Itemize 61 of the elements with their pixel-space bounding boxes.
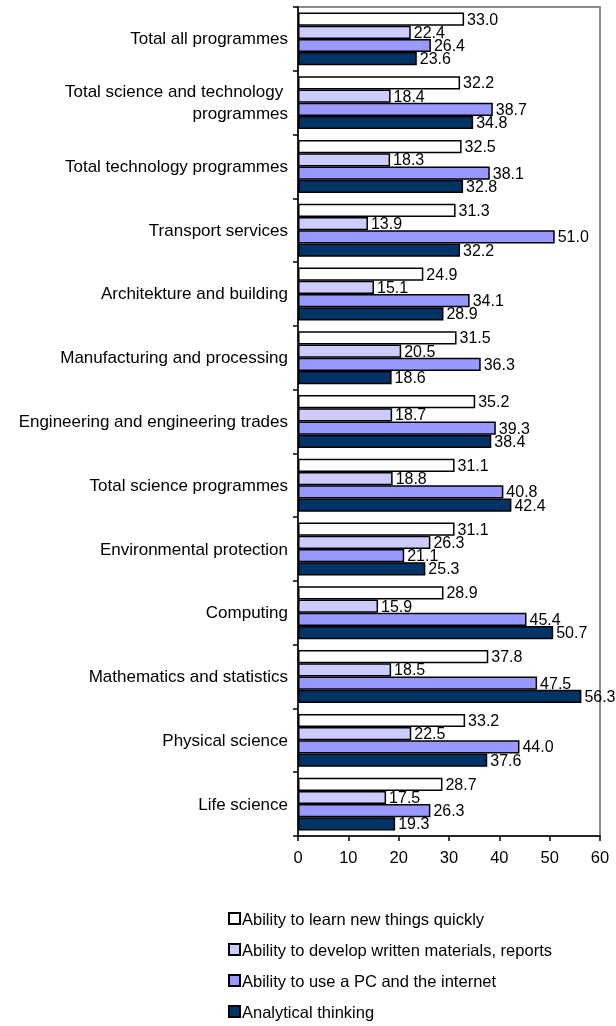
- x-tick-label: 20: [389, 847, 408, 866]
- x-tick-label: 0: [293, 847, 303, 866]
- x-tick-label: 60: [590, 847, 610, 866]
- data-label: 32.2: [463, 74, 495, 92]
- y-tick-label: Total science programmes: [89, 475, 288, 495]
- y-tick-label: Manufacturing and processing: [60, 348, 288, 368]
- data-label: 28.9: [446, 305, 478, 323]
- data-label: 31.5: [459, 329, 491, 347]
- data-label: 47.5: [540, 674, 572, 692]
- y-tick-label: Total science and technology programmes: [64, 82, 288, 124]
- data-label: 34.8: [476, 114, 508, 131]
- y-tick-label: Life science: [198, 794, 288, 814]
- legend-label: Ability to use a PC and the internet: [242, 971, 497, 990]
- data-label: 51.0: [557, 228, 589, 246]
- data-label: 31.3: [458, 201, 490, 219]
- data-label: 13.9: [370, 215, 403, 233]
- data-label: 28.7: [445, 775, 477, 793]
- data-label: 44.0: [522, 738, 554, 756]
- data-label: 17.5: [389, 789, 421, 806]
- data-label: 37.8: [491, 648, 523, 666]
- y-tick-label: Transport services: [148, 220, 288, 240]
- data-label: 35.2: [478, 393, 510, 411]
- y-tick-label: Physical science: [162, 730, 288, 750]
- y-tick-label: Total technology programmes: [64, 156, 288, 176]
- data-label: 19.3: [398, 815, 430, 833]
- data-label: 36.3: [483, 355, 515, 373]
- y-tick-label: Architekture and building: [100, 284, 288, 304]
- x-tick-label: 50: [540, 847, 559, 866]
- data-label: 15.9: [381, 597, 413, 615]
- legend-label: Analytical thinking: [242, 1002, 375, 1021]
- x-tick-label: 30: [439, 847, 459, 866]
- data-label: 25.3: [428, 560, 460, 578]
- data-label: 24.9: [426, 265, 458, 283]
- legend-label: Ability to learn new things quickly: [242, 909, 485, 928]
- legend-label: Ability to develop written materials, reports: [242, 940, 552, 959]
- data-label: 33.2: [468, 712, 500, 729]
- x-tick-label: 10: [339, 847, 358, 866]
- data-label: 31.1: [457, 456, 489, 474]
- data-label: 18.7: [395, 406, 427, 424]
- data-label: 18.8: [395, 470, 427, 488]
- x-tick-label: 40: [490, 847, 509, 866]
- data-label: 22.5: [414, 725, 446, 743]
- y-tick-label: Engineering and engineering trades: [18, 412, 288, 431]
- data-label: 42.4: [514, 496, 546, 514]
- data-label: 32.2: [463, 241, 495, 259]
- data-label: 15.1: [377, 278, 409, 296]
- data-label: 18.5: [394, 661, 426, 679]
- data-label: 28.9: [446, 584, 478, 602]
- data-label: 26.3: [433, 802, 465, 820]
- data-label: 18.4: [393, 87, 425, 105]
- data-label: 18.3: [393, 151, 425, 169]
- y-tick-label: Computing: [205, 603, 288, 623]
- data-label: 33.0: [467, 10, 499, 28]
- data-label: 56.3: [584, 687, 616, 705]
- y-tick-label: Environmental protection: [99, 539, 288, 559]
- y-tick-label: Mathematics and statistics: [88, 667, 288, 687]
- data-label: 32.5: [464, 138, 496, 156]
- data-label: 18.6: [394, 369, 426, 387]
- data-label: 20.5: [404, 342, 436, 360]
- data-label: 37.6: [490, 751, 522, 769]
- y-tick-label: Total all programmes: [130, 29, 288, 49]
